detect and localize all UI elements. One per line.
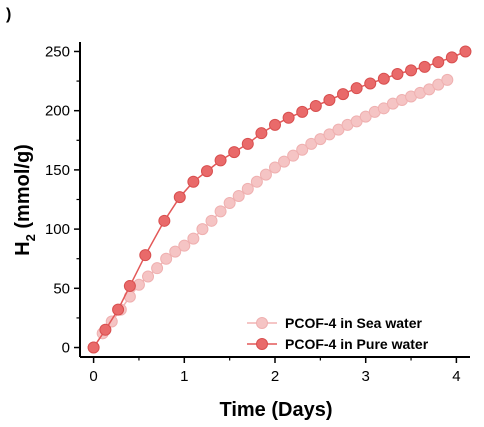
- data-point-sea: [250, 175, 263, 188]
- y-tick-label: 100: [45, 221, 70, 238]
- data-point-sea: [259, 168, 272, 181]
- data-point-pure: [187, 175, 200, 188]
- data-point-pure: [123, 279, 136, 292]
- y-tick-label: 0: [62, 340, 70, 357]
- data-point-pure: [173, 191, 186, 204]
- data-point-pure: [364, 77, 377, 90]
- legend-marker-pure: [256, 338, 268, 350]
- x-axis-title: Time (Days): [219, 399, 332, 421]
- plot-area: 0 1 2 3 4 0 50 100 150 200 250: [45, 42, 472, 385]
- data-point-sea: [142, 270, 155, 283]
- series-pure: [87, 45, 472, 354]
- data-point-sea: [287, 149, 300, 162]
- data-point-pure: [432, 56, 445, 69]
- legend-label-pure: PCOF-4 in Pure water: [285, 336, 429, 352]
- data-point-pure: [459, 45, 472, 58]
- y-axis-ticks: 0 50 100 150 200 250: [45, 43, 80, 357]
- x-tick-label: 3: [362, 368, 370, 385]
- data-point-pure: [337, 88, 350, 101]
- data-point-sea: [214, 205, 227, 218]
- y-axis-title: H2 (mmol/g): [12, 144, 38, 256]
- y-axis-title-main: H: [12, 241, 34, 255]
- data-point-pure: [350, 82, 363, 95]
- data-point-pure: [241, 137, 254, 150]
- data-point-pure: [323, 94, 336, 107]
- data-point-pure: [391, 67, 404, 80]
- series-line-sea: [92, 79, 448, 348]
- data-point-pure: [214, 154, 227, 167]
- data-point-pure: [255, 127, 268, 140]
- legend-label-sea: PCOF-4 in Sea water: [285, 315, 422, 331]
- y-tick-label: 250: [45, 43, 70, 60]
- data-point-sea: [241, 182, 254, 195]
- data-point-sea: [151, 262, 164, 275]
- x-tick-label: 1: [180, 368, 188, 385]
- data-point-sea: [296, 143, 309, 156]
- data-point-pure: [112, 303, 125, 316]
- y-axis-title-unit: (mmol/g): [12, 144, 34, 234]
- series-layer: [87, 45, 472, 354]
- x-tick-label: 4: [452, 368, 460, 385]
- data-point-sea: [223, 197, 236, 210]
- data-point-pure: [200, 165, 213, 178]
- data-point-pure: [377, 72, 390, 85]
- legend: PCOF-4 in Sea water PCOF-4 in Pure water: [247, 315, 429, 352]
- y-tick-label: 150: [45, 162, 70, 179]
- data-point-pure: [405, 64, 418, 77]
- data-point-sea: [187, 232, 200, 245]
- series-sea: [87, 73, 454, 354]
- data-point-sea: [196, 223, 209, 236]
- y-axis-title-subscript: 2: [23, 234, 38, 241]
- x-axis-ticks: 0 1 2 3 4: [89, 357, 461, 385]
- data-point-pure: [282, 111, 295, 124]
- x-tick-label: 2: [271, 368, 279, 385]
- data-point-sea: [278, 155, 291, 168]
- data-point-sea: [441, 73, 454, 86]
- data-point-pure: [269, 118, 281, 131]
- data-point-pure: [228, 146, 241, 159]
- x-tick-label: 0: [89, 368, 97, 385]
- data-point-pure: [296, 105, 309, 118]
- y-tick-label: 200: [45, 103, 70, 120]
- data-point-sea: [205, 214, 218, 227]
- data-point-pure: [418, 60, 431, 73]
- data-point-sea: [169, 245, 182, 258]
- data-point-pure: [87, 341, 100, 354]
- legend-marker-sea: [256, 317, 268, 329]
- data-point-pure: [309, 99, 322, 112]
- series-line-pure: [92, 50, 466, 348]
- data-point-sea: [178, 239, 191, 252]
- data-point-sea: [232, 189, 245, 202]
- data-point-sea: [160, 252, 173, 265]
- data-point-pure: [139, 249, 152, 262]
- data-point-pure: [99, 323, 112, 336]
- data-point-pure: [158, 214, 171, 227]
- data-point-sea: [269, 161, 281, 174]
- data-point-pure: [445, 51, 458, 64]
- panel-tag: ): [6, 6, 11, 23]
- y-tick-label: 50: [53, 280, 70, 297]
